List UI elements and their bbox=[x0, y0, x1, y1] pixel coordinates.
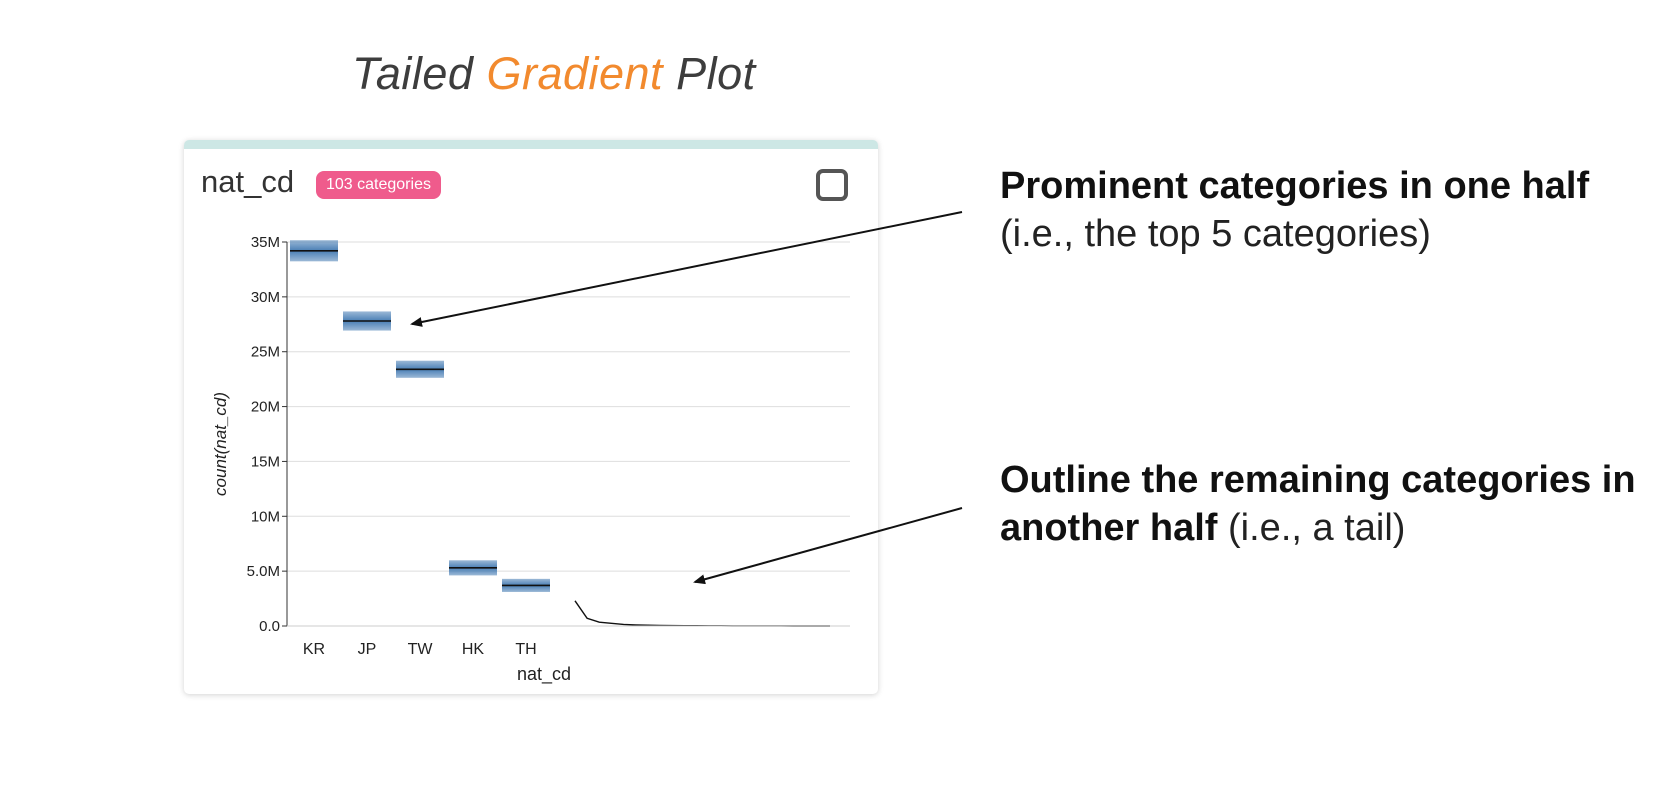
y-tick-label: 10M bbox=[251, 508, 280, 525]
annotation-top-light: (i.e., the top 5 categories) bbox=[1000, 213, 1431, 255]
y-tick-label: 20M bbox=[251, 399, 280, 416]
x-tick-label: TH bbox=[515, 641, 536, 658]
x-tick-label: TW bbox=[408, 641, 434, 658]
x-tick-label: HK bbox=[462, 641, 485, 658]
annotation-bottom-light: (i.e., a tail) bbox=[1217, 507, 1406, 549]
chart-card: nat_cd 103 categories 0.0 5.0M 10M 15M 20M 25… bbox=[184, 140, 878, 694]
annotation-bottom-bold-2: another half bbox=[1000, 507, 1218, 549]
x-tick-label: KR bbox=[303, 641, 325, 658]
tail-line bbox=[574, 600, 830, 627]
field-name: nat_cd bbox=[201, 164, 295, 199]
y-tick-label: 30M bbox=[251, 289, 280, 306]
annotation-top: Prominent categories in one half (i.e., … bbox=[1000, 162, 1589, 258]
tailed-gradient-chart: 0.0 5.0M 10M 15M 20M 25M 30M 35M count(nat_cd) KR… bbox=[211, 234, 850, 685]
y-tick-label: 35M bbox=[251, 234, 280, 251]
x-axis-label: nat_cd bbox=[517, 664, 571, 685]
annotation-bottom: Outline the remaining categories in anot… bbox=[1000, 456, 1636, 552]
page-title: Tailed Gradient Plot bbox=[352, 48, 756, 100]
title-part-3: Plot bbox=[676, 48, 756, 99]
annotation-bottom-bold-1: Outline the remaining categories in bbox=[1000, 459, 1636, 501]
select-checkbox[interactable] bbox=[816, 169, 848, 201]
y-axis-label: count(nat_cd) bbox=[211, 392, 230, 496]
x-tick-label: JP bbox=[358, 641, 377, 658]
y-tick-label: 5.0M bbox=[247, 563, 280, 580]
card-header-strip bbox=[184, 140, 878, 149]
category-count-badge: 103 categories bbox=[316, 171, 441, 199]
annotation-top-bold: Prominent categories in one half bbox=[1000, 165, 1590, 207]
y-tick-label: 0.0 bbox=[259, 618, 280, 635]
y-tick-label: 25M bbox=[251, 344, 280, 361]
title-part-2: Gradient bbox=[486, 48, 664, 99]
y-tick-label: 15M bbox=[251, 453, 280, 470]
title-part-1: Tailed bbox=[352, 48, 474, 99]
